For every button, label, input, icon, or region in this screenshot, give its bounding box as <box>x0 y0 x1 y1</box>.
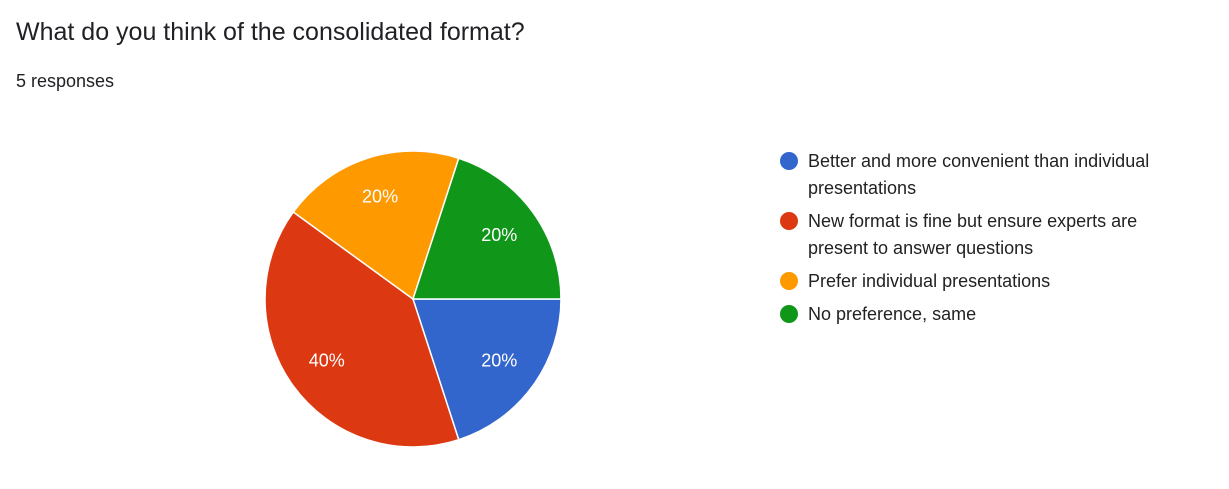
legend-label: Better and more convenient than individu… <box>808 151 1150 198</box>
legend-swatch <box>780 272 798 290</box>
slice-label: 40% <box>309 350 345 370</box>
legend-item: Prefer individual presentations <box>780 268 1150 295</box>
legend-item: New format is fine but ensure experts ar… <box>780 208 1150 262</box>
slice-label: 20% <box>481 225 517 245</box>
legend-swatch <box>780 305 798 323</box>
legend-label: Prefer individual presentations <box>808 271 1051 291</box>
legend: Better and more convenient than individu… <box>780 148 1150 334</box>
pie-slice <box>292 150 460 301</box>
legend-label: New format is fine but ensure experts ar… <box>808 211 1138 258</box>
slice-label: 20% <box>362 186 398 206</box>
chart-title: What do you think of the consolidated fo… <box>16 18 525 46</box>
legend-item: Better and more convenient than individu… <box>780 148 1150 202</box>
pie-slice <box>411 157 562 300</box>
pie-slice <box>411 298 562 441</box>
chart-subtitle: 5 responses <box>16 71 115 91</box>
slice-label: 20% <box>481 350 517 370</box>
legend-item: No preference, same <box>780 301 1150 328</box>
legend-swatch <box>780 212 798 230</box>
legend-label: No preference, same <box>808 304 977 324</box>
legend-swatch <box>780 152 798 170</box>
pie-slice <box>264 210 460 448</box>
